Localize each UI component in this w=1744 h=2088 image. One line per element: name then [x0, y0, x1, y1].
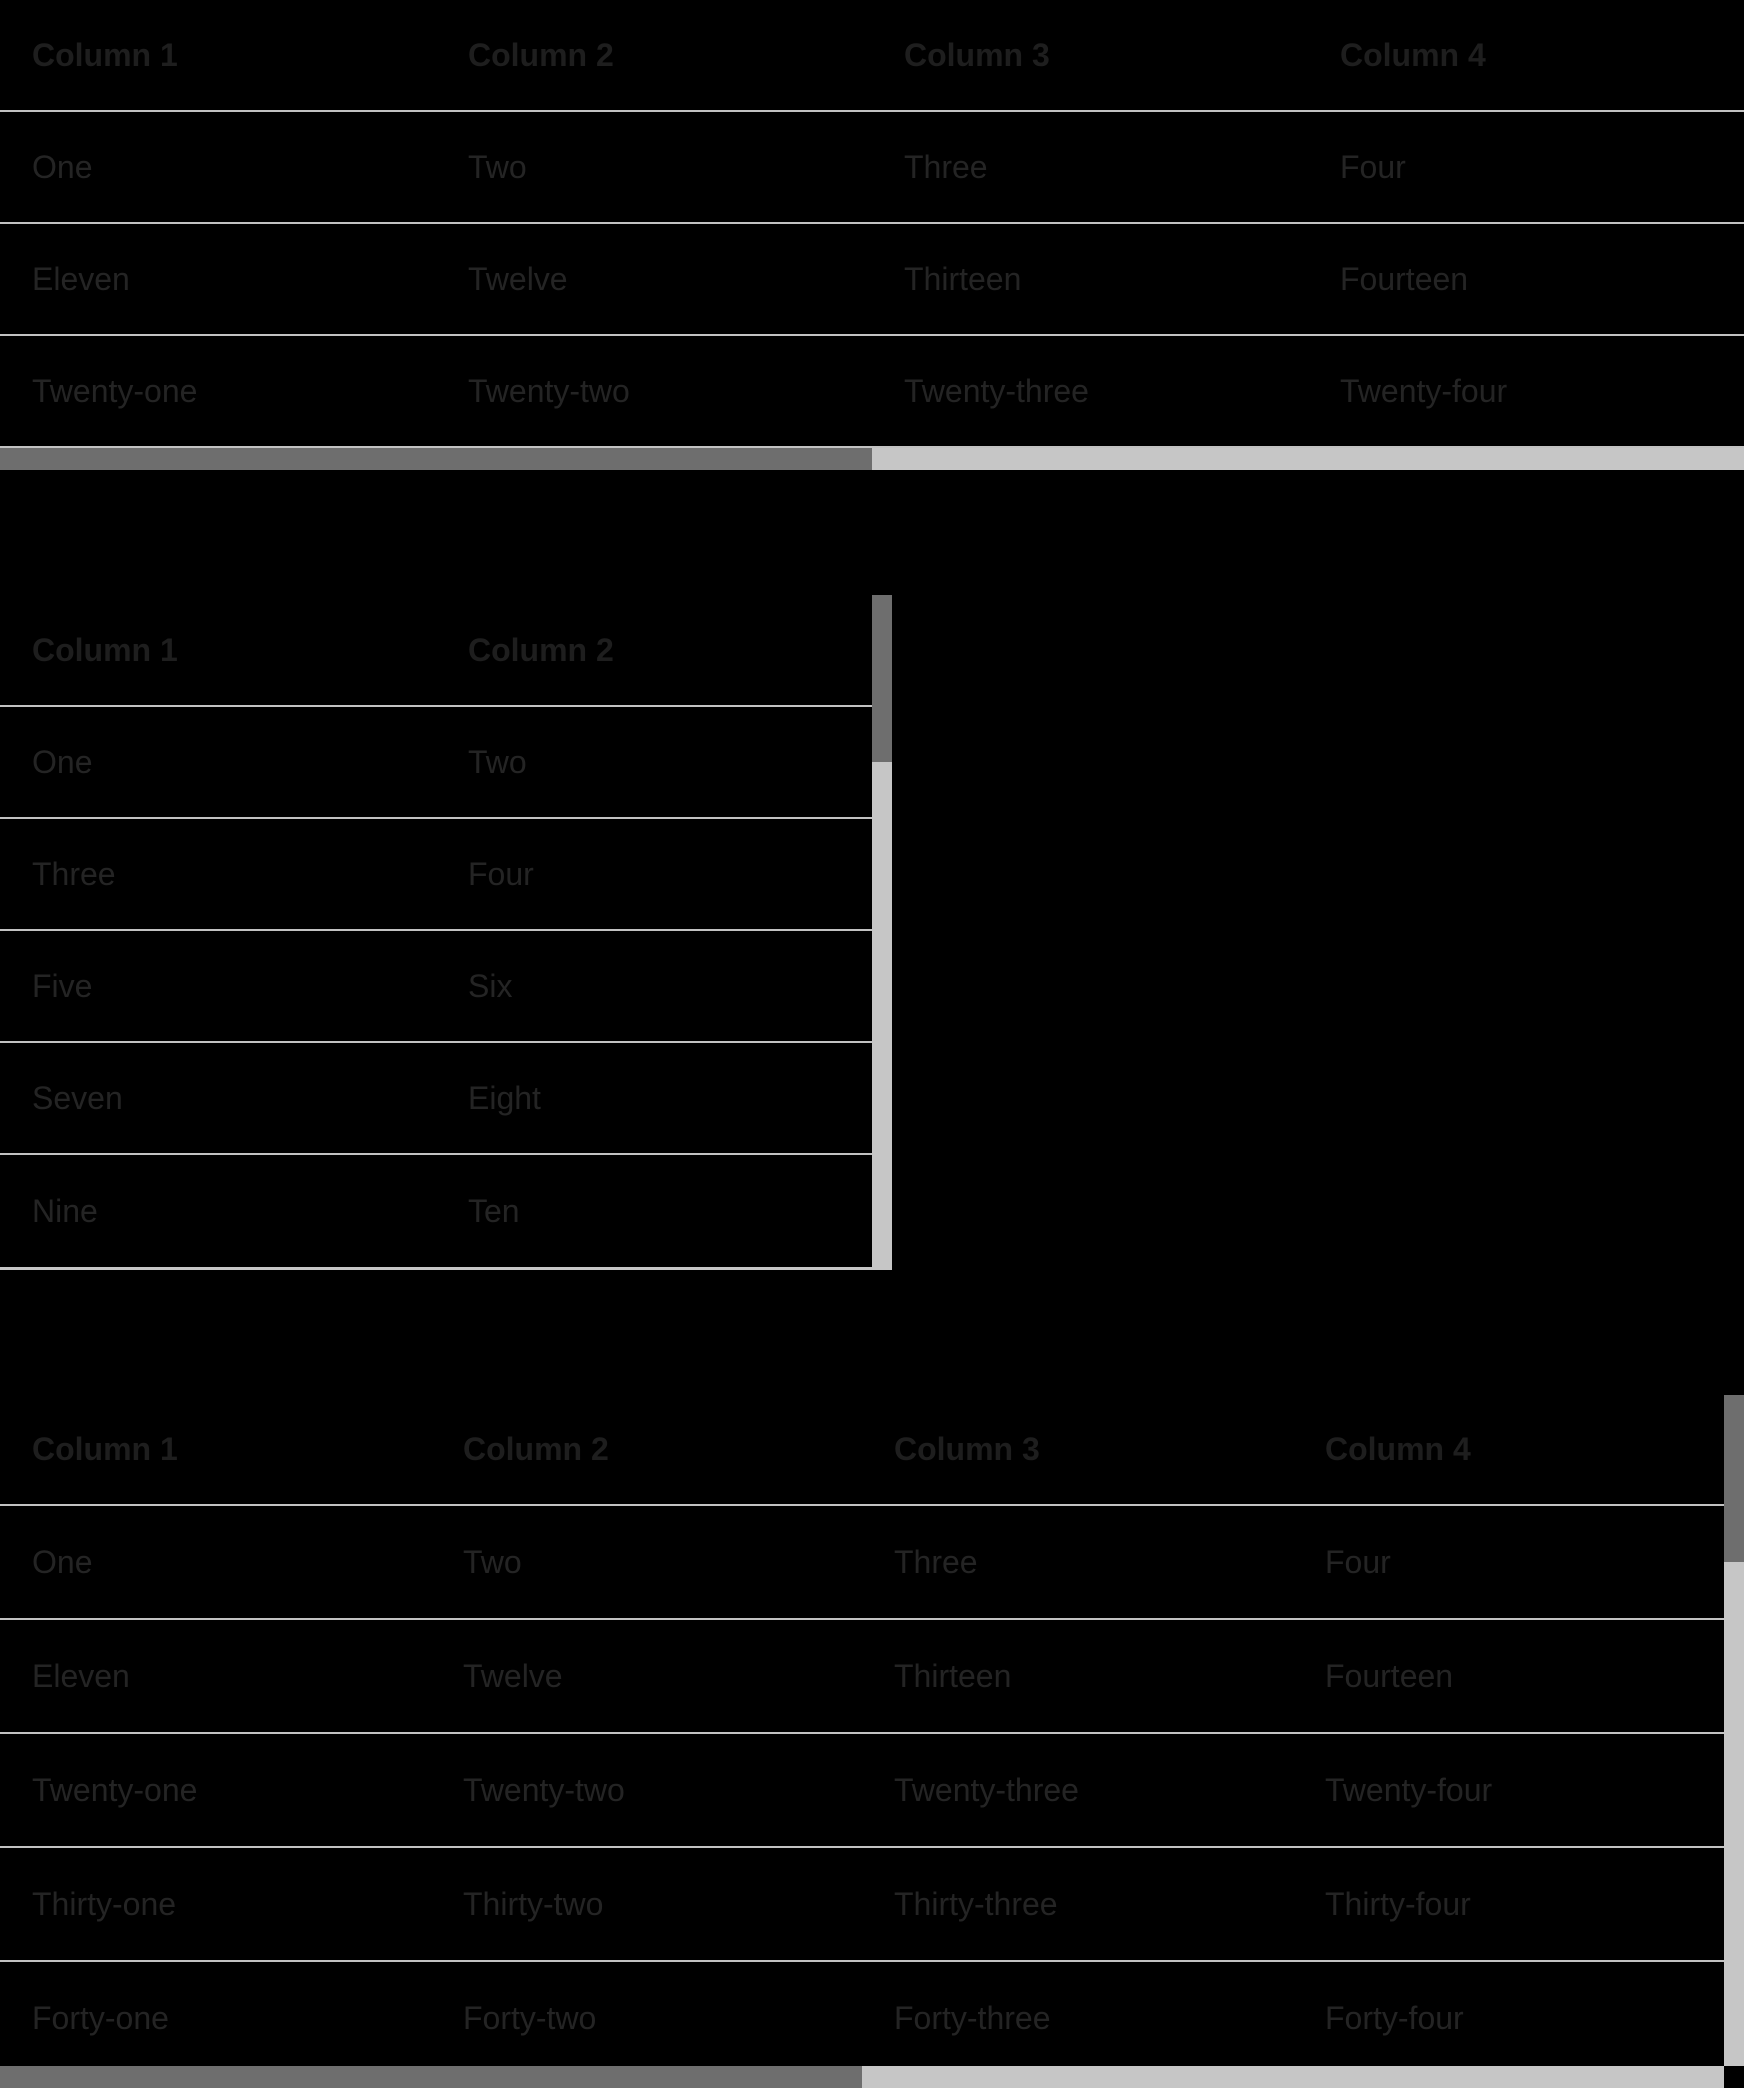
table-cell: Twenty-two [468, 372, 630, 409]
table-cell: Forty-four [1325, 1999, 1464, 2036]
table-cell: Twenty-two [463, 1771, 625, 1808]
table-cell: Four [468, 855, 534, 892]
horizontal-scrollbar-thumb[interactable] [0, 448, 872, 470]
table-cell: Eight [468, 1079, 541, 1116]
vertical-scrollbar-thumb[interactable] [1724, 1395, 1744, 1563]
table-cell: Thirty-one [32, 1885, 177, 1922]
table-3-viewport: Column 1 Column 2 Column 3 Column 4 One Two Th… [0, 1395, 1724, 2066]
table-cell: Twenty-one [32, 1771, 198, 1808]
table-row: One Two [0, 707, 872, 819]
column-header: Column 1 [32, 631, 178, 668]
table-cell: Eleven [32, 260, 130, 297]
vertical-scrollbar-thumb[interactable] [872, 595, 892, 763]
table-cell: Forty-one [32, 1999, 169, 2036]
table-cell: Thirty-three [894, 1885, 1058, 1922]
vertical-scrollbar-track[interactable] [1724, 1395, 1744, 2066]
table-cell: One [32, 148, 93, 185]
table-cell: Forty-three [894, 1999, 1051, 2036]
column-header: Column 1 [32, 36, 178, 73]
table-row: Eleven Twelve Thirteen Fourteen [0, 1620, 1724, 1734]
column-header: Column 4 [1325, 1431, 1471, 1467]
table-cell: Two [463, 1543, 522, 1580]
table-3: Column 1 Column 2 Column 3 Column 4 One Two Th… [0, 1395, 1744, 2088]
table-row: Forty-one Forty-two Forty-three Forty-four [0, 1962, 1724, 2066]
table-row: Twenty-one Twenty-two Twenty-three Twenty-f… [0, 336, 1744, 448]
table-cell: Twelve [468, 260, 568, 297]
table-cell: Forty-two [463, 1999, 597, 2036]
table-cell: Twenty-four [1325, 1771, 1493, 1808]
table-cell: Fourteen [1340, 260, 1469, 297]
scrollbar-corner [1724, 2066, 1744, 2088]
table-row: Seven Eight [0, 1043, 872, 1155]
table-row: One Two Three Four [0, 1506, 1724, 1620]
table-cell: Twenty-one [32, 372, 198, 409]
table-cell: Nine [32, 1192, 98, 1229]
column-header: Column 2 [463, 1431, 609, 1467]
table-cell: Twenty-four [1340, 372, 1508, 409]
table-row: One Two Three Four [0, 112, 1744, 224]
table-cell: Thirteen [894, 1657, 1012, 1694]
table-cell: Four [1340, 148, 1406, 185]
table-cell: Two [468, 148, 527, 185]
table-cell: Five [32, 967, 93, 1004]
column-header: Column 4 [1340, 36, 1486, 73]
table-cell: Seven [32, 1079, 123, 1116]
horizontal-scrollbar-track[interactable] [0, 2066, 1724, 2088]
column-header: Column 1 [32, 1431, 178, 1467]
table-cell: Six [468, 967, 513, 1004]
table-cell: Eleven [32, 1657, 130, 1694]
table-row: Three Four [0, 819, 872, 931]
table-1: Column 1 Column 2 Column 3 Column 4 One Two Th… [0, 0, 1744, 470]
table-cell: Thirty-four [1325, 1885, 1471, 1922]
table-cell: Ten [468, 1192, 520, 1229]
table-2-grid: Column 1 Column 2 One Two Three Four Five Six Se… [0, 595, 872, 1267]
table-header-row: Column 1 Column 2 Column 3 Column 4 [0, 0, 1744, 112]
table-header-row: Column 1 Column 2 [0, 595, 872, 707]
table-cell: Two [468, 743, 527, 780]
table-cell: Three [32, 855, 116, 892]
table-cell: Four [1325, 1543, 1391, 1580]
table-row: Eleven Twelve Thirteen Fourteen [0, 224, 1744, 336]
table-cell: Three [904, 148, 988, 185]
table-cell: Fourteen [1325, 1657, 1454, 1694]
horizontal-scrollbar-thumb[interactable] [0, 2066, 862, 2088]
column-header: Column 3 [894, 1431, 1040, 1467]
table-row: Nine Ten [0, 1155, 872, 1267]
table-cell: Twenty-three [904, 372, 1089, 409]
table-cell: Thirteen [904, 260, 1022, 297]
table-cell: One [32, 1543, 93, 1580]
horizontal-scrollbar-track[interactable] [0, 448, 1744, 470]
table-row: Twenty-one Twenty-two Twenty-three Twenty-f… [0, 1734, 1724, 1848]
column-header: Column 2 [468, 631, 614, 668]
table-row: Thirty-one Thirty-two Thirty-three Thirty-f… [0, 1848, 1724, 1962]
table-cell: Twelve [463, 1657, 563, 1694]
table-1-grid: Column 1 Column 2 Column 3 Column 4 One Two Th… [0, 0, 1744, 448]
table-2: Column 1 Column 2 One Two Three Four Five Six Se… [0, 595, 892, 1270]
column-header: Column 3 [904, 36, 1050, 73]
column-header: Column 2 [468, 36, 614, 73]
vertical-scrollbar-track[interactable] [872, 595, 892, 1267]
table-3-grid: Column 1 Column 2 Column 3 Column 4 One Two Th… [0, 1395, 1724, 2066]
table-header-row: Column 1 Column 2 Column 3 Column 4 [0, 1395, 1724, 1506]
table-cell: One [32, 743, 93, 780]
table-row: Five Six [0, 931, 872, 1043]
table-cell: Thirty-two [463, 1885, 604, 1922]
table-cell: Three [894, 1543, 978, 1580]
table-cell: Twenty-three [894, 1771, 1079, 1808]
